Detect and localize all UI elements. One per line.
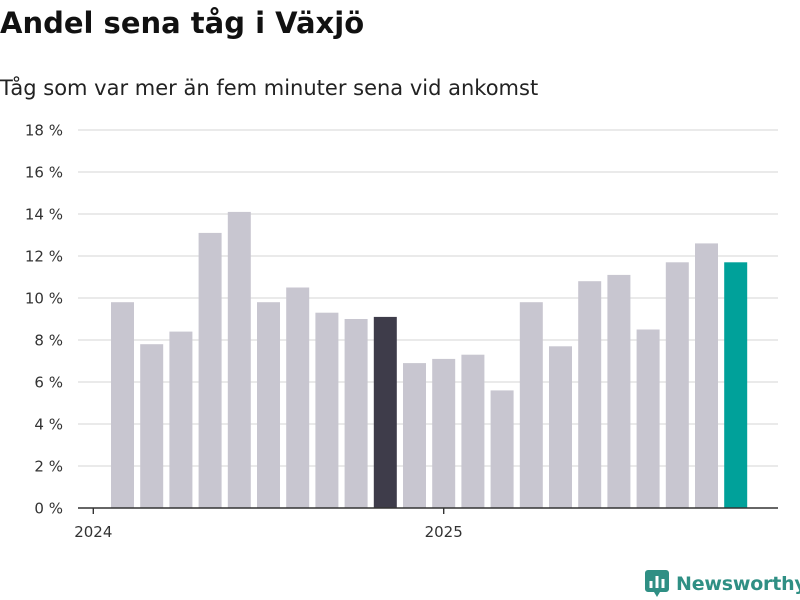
y-tick-label: 14 % xyxy=(25,206,63,224)
bar-chart: 0 % 2 % 4 % 6 % 8 % 10 % 12 % 14 % 16 % 18 % 2024… xyxy=(25,122,778,541)
x-tick-label: 2025 xyxy=(425,523,463,541)
bar xyxy=(373,316,397,508)
chart-title: Andel sena tåg i Växjö xyxy=(0,6,365,40)
bar xyxy=(140,344,164,508)
bar xyxy=(724,262,748,508)
bar xyxy=(607,274,631,508)
grid-lines xyxy=(78,129,778,467)
bar xyxy=(315,312,339,508)
bar xyxy=(403,363,426,508)
y-tick-label: 6 % xyxy=(34,374,63,392)
newsworthy-logo-icon xyxy=(645,570,669,597)
bar xyxy=(578,281,602,508)
bar xyxy=(344,319,368,508)
bar xyxy=(695,243,718,508)
y-axis: 0 % 2 % 4 % 6 % 8 % 10 % 12 % 14 % 16 % 18 % xyxy=(25,122,63,518)
x-axis: 2024 2025 xyxy=(74,507,778,541)
bar xyxy=(490,390,514,508)
bars xyxy=(111,211,748,508)
y-tick-label: 16 % xyxy=(25,164,63,182)
brand-logo: Newsworthy xyxy=(645,570,800,597)
bar xyxy=(111,302,134,508)
y-tick-label: 4 % xyxy=(34,416,63,434)
bar xyxy=(227,211,251,508)
x-tick-label: 2024 xyxy=(74,523,112,541)
bar xyxy=(549,346,572,508)
y-tick-label: 12 % xyxy=(25,248,63,266)
bar xyxy=(519,302,543,508)
y-tick-label: 0 % xyxy=(34,500,63,518)
bar xyxy=(257,302,280,508)
bar xyxy=(198,232,222,508)
bar xyxy=(636,329,660,508)
bar xyxy=(461,354,485,508)
y-tick-label: 10 % xyxy=(25,290,63,308)
bar xyxy=(286,287,310,508)
brand-name: Newsworthy xyxy=(676,572,800,595)
y-tick-label: 8 % xyxy=(34,332,63,350)
bar xyxy=(169,331,193,508)
chart-subtitle: Tåg som var mer än fem minuter sena vid … xyxy=(0,76,539,100)
bar xyxy=(432,358,456,508)
y-tick-label: 18 % xyxy=(25,122,63,140)
y-tick-label: 2 % xyxy=(34,458,63,476)
bar xyxy=(665,262,689,508)
